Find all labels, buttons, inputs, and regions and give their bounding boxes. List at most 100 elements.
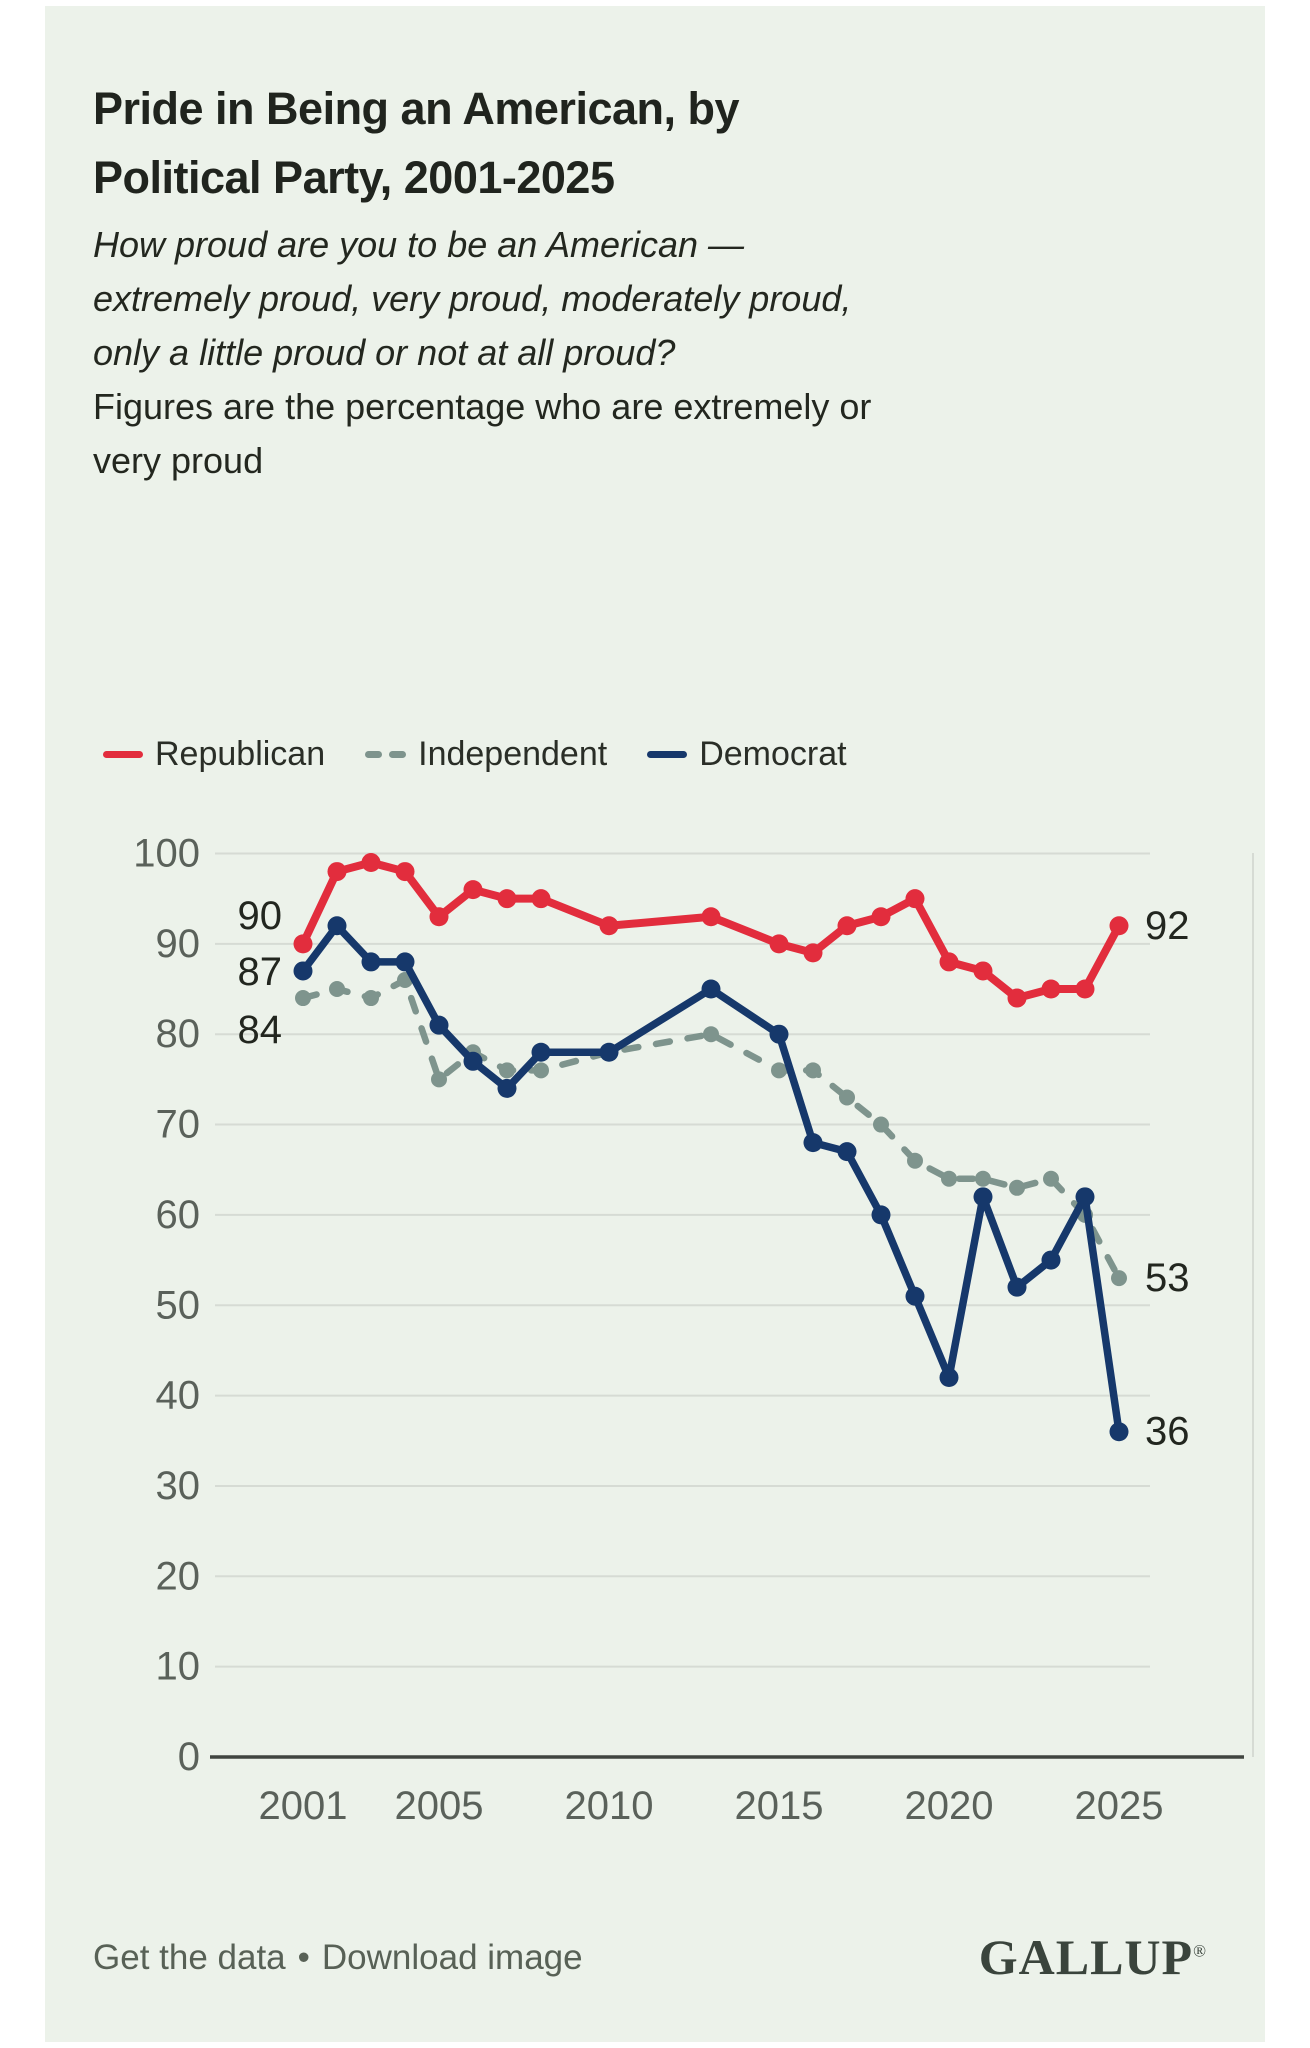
y-tick-label-60: 60 xyxy=(156,1193,201,1237)
republican-line-swatch xyxy=(103,751,143,758)
x-tick-label-2015: 2015 xyxy=(735,1784,824,1828)
gallup-wordmark: GALLUP xyxy=(978,1929,1194,1985)
y-tick-label-10: 10 xyxy=(156,1645,201,1689)
republican-point-2004 xyxy=(395,862,415,882)
footer-links: Get the data • Download image xyxy=(93,1938,583,1978)
democrat-point-2019 xyxy=(905,1286,925,1306)
independent-point-2008 xyxy=(533,1062,549,1079)
figures-note-line-2: very proud xyxy=(93,440,264,481)
democrat-point-2020 xyxy=(939,1368,959,1388)
republican-point-2021 xyxy=(973,961,993,981)
republican-point-2019 xyxy=(905,889,925,909)
independent-point-2002 xyxy=(329,981,345,998)
democrat-point-2015 xyxy=(769,1024,789,1044)
y-tick-label-90: 90 xyxy=(156,922,201,966)
republican-point-2018 xyxy=(871,907,891,927)
download-image-link[interactable]: Download image xyxy=(321,1938,583,1977)
independent-point-2007 xyxy=(499,1062,515,1079)
republican-point-2002 xyxy=(327,862,347,882)
legend: Republican Independent Democrat xyxy=(103,735,847,774)
legend-label-independent: Independent xyxy=(418,735,608,773)
democrat-point-2001 xyxy=(293,961,313,981)
democrat-point-2021 xyxy=(973,1187,993,1207)
independent-start-value-label: 84 xyxy=(238,1008,283,1052)
democrat-point-2013 xyxy=(701,979,721,999)
legend-item-republican: Republican xyxy=(103,735,325,774)
democrat-point-2005 xyxy=(429,1015,449,1035)
democrat-point-2018 xyxy=(871,1205,891,1225)
republican-point-2006 xyxy=(463,880,483,900)
republican-line xyxy=(299,858,1123,1003)
democrat-point-2016 xyxy=(803,1133,823,1153)
democrat-point-2010 xyxy=(599,1042,619,1062)
republican-point-2015 xyxy=(769,934,789,954)
title-line-2: Political Party, 2001-2025 xyxy=(93,152,615,203)
republican-point-2005 xyxy=(429,907,449,927)
y-tick-label-40: 40 xyxy=(156,1374,201,1418)
independent-point-2003 xyxy=(363,990,379,1007)
survey-question-line-2: extremely proud, very proud, moderately … xyxy=(93,278,852,319)
independent-point-2013 xyxy=(703,1026,719,1043)
republican-point-2024 xyxy=(1075,979,1095,999)
democrat-point-2007 xyxy=(497,1078,517,1098)
page-title: Pride in Being an American, by Political… xyxy=(93,74,1193,212)
independent-point-2005 xyxy=(431,1071,447,1088)
y-tick-label-0: 0 xyxy=(178,1735,200,1779)
survey-question-line-3: only a little proud or not at all proud? xyxy=(93,332,676,373)
democrat-start-value-label: 87 xyxy=(238,950,283,994)
registered-mark: ® xyxy=(1193,1941,1207,1961)
gallup-logo: GALLUP® xyxy=(979,1928,1207,1986)
republican-point-2003 xyxy=(361,853,381,873)
y-tick-label-30: 30 xyxy=(156,1464,201,1508)
independent-point-2022 xyxy=(1009,1179,1025,1196)
independent-point-2023 xyxy=(1043,1170,1059,1187)
legend-item-independent: Independent xyxy=(365,735,607,774)
republican-end-value-label: 92 xyxy=(1145,904,1190,948)
y-tick-label-70: 70 xyxy=(156,1103,201,1147)
survey-question-line-1: How proud are you to be an American — xyxy=(93,224,745,265)
title-line-1: Pride in Being an American, by xyxy=(93,83,740,134)
republican-point-2008 xyxy=(531,889,551,909)
republican-point-2020 xyxy=(939,952,959,972)
x-tick-label-2020: 2020 xyxy=(905,1784,994,1828)
independent-point-2021 xyxy=(975,1170,991,1187)
republican-point-2022 xyxy=(1007,988,1027,1008)
chart-subtitle: How proud are you to be an American — ex… xyxy=(93,218,1213,488)
democrat-point-2023 xyxy=(1041,1250,1061,1270)
y-tick-label-80: 80 xyxy=(156,1012,201,1056)
republican-point-2023 xyxy=(1041,979,1061,999)
y-tick-label-50: 50 xyxy=(156,1283,201,1327)
independent-dashed-swatch xyxy=(365,751,407,758)
x-tick-label-2001: 2001 xyxy=(259,1784,348,1828)
independent-point-2018 xyxy=(873,1116,889,1133)
independent-point-2001 xyxy=(295,990,311,1007)
independent-point-2015 xyxy=(771,1062,787,1079)
legend-item-democrat: Democrat xyxy=(647,735,847,774)
democrat-point-2002 xyxy=(327,916,347,936)
democrat-line xyxy=(300,922,1123,1433)
independent-point-2017 xyxy=(839,1089,855,1106)
democrat-point-2024 xyxy=(1075,1187,1095,1207)
legend-label-republican: Republican xyxy=(155,735,326,773)
legend-label-democrat: Democrat xyxy=(699,735,847,773)
democrat-end-value-label: 36 xyxy=(1145,1410,1190,1454)
democrat-point-2003 xyxy=(361,952,381,972)
independent-point-2016 xyxy=(805,1062,821,1079)
republican-point-2017 xyxy=(837,916,857,936)
figures-note-line-1: Figures are the percentage who are extre… xyxy=(93,386,872,427)
independent-point-2019 xyxy=(907,1152,923,1169)
republican-point-2025 xyxy=(1109,916,1129,936)
democrat-point-2008 xyxy=(531,1042,551,1062)
independent-point-2025 xyxy=(1111,1270,1127,1287)
y-tick-label-100: 100 xyxy=(133,832,200,876)
x-tick-label-2025: 2025 xyxy=(1075,1784,1164,1828)
democrat-point-2004 xyxy=(395,952,415,972)
democrat-point-2025 xyxy=(1109,1422,1129,1442)
y-tick-label-20: 20 xyxy=(156,1554,201,1598)
republican-point-2001 xyxy=(293,934,313,954)
x-tick-label-2010: 2010 xyxy=(565,1784,654,1828)
democrat-point-2017 xyxy=(837,1142,857,1162)
republican-start-value-label: 90 xyxy=(238,894,283,938)
get-the-data-link[interactable]: Get the data xyxy=(93,1938,286,1977)
